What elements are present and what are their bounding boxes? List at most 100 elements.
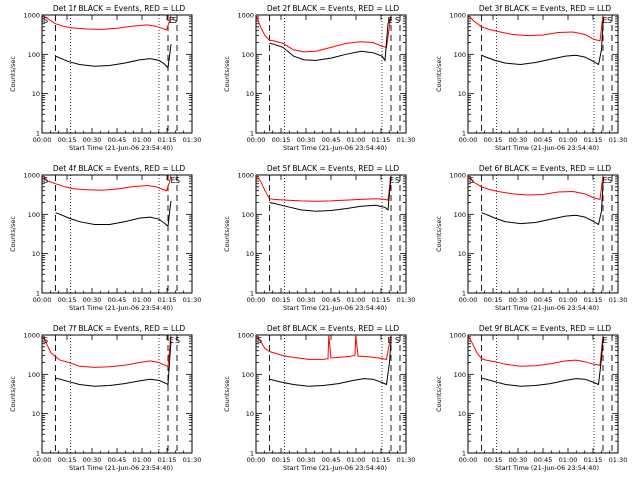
start-marker-label: S	[257, 336, 262, 345]
y-tick-label: 100	[28, 51, 40, 59]
y-tick-label: 1	[36, 290, 40, 298]
events-rate-line	[55, 341, 172, 387]
x-tick-label: 01:15	[158, 296, 177, 304]
end-marker-label: E	[389, 176, 394, 185]
x-tick-label: 00:30	[509, 456, 528, 464]
start-marker-label: S	[43, 176, 48, 185]
start-marker-label: S	[607, 16, 612, 25]
y-tick-label: 1000	[449, 332, 466, 340]
y-tick-label: 100	[454, 211, 466, 219]
x-axis-label: Start Time (21-Jun-06 23:54:40)	[495, 144, 599, 152]
panel-title: Det 8f BLACK = Events, RED = LLD	[267, 324, 400, 333]
plot-frame	[255, 14, 407, 134]
x-tick-label: 01:30	[609, 456, 628, 464]
end-marker-label: E	[388, 16, 393, 25]
start-marker-label: S	[43, 336, 48, 345]
x-tick-label: 01:00	[559, 136, 578, 144]
end-marker-label: E	[603, 176, 608, 185]
end-marker-label: E	[603, 336, 608, 345]
x-tick-label: 01:00	[133, 136, 152, 144]
y-tick-label: 1000	[237, 12, 254, 20]
y-axis-label: Counts/sec	[9, 216, 17, 252]
y-tick-label: 1	[462, 450, 466, 458]
end-marker-label: E	[171, 176, 176, 185]
y-tick-label: 1	[250, 290, 254, 298]
x-tick-label: 01:00	[347, 296, 366, 304]
events-rate-line	[481, 182, 604, 226]
x-axis-label: Start Time (21-Jun-06 23:54:40)	[283, 464, 387, 472]
plot-frame	[467, 14, 619, 134]
lld-rate-line	[256, 15, 392, 53]
y-tick-label: 1000	[23, 172, 40, 180]
x-tick-label: 00:00	[247, 136, 266, 144]
y-tick-label: 10	[246, 90, 254, 98]
events-rate-line	[481, 21, 604, 66]
x-tick-label: 00:00	[33, 456, 52, 464]
lld-rate-line	[42, 335, 172, 368]
start-marker-label: S	[43, 16, 48, 25]
plot-frame	[467, 174, 619, 294]
lld-rate-line	[42, 175, 172, 192]
y-tick-label: 1000	[237, 172, 254, 180]
y-tick-label: 1	[36, 130, 40, 138]
x-tick-label: 01:30	[609, 296, 628, 304]
panel-det-1: Det 1f BLACK = Events, RED = LLD 1 10 100 10…	[9, 4, 201, 152]
y-tick-label: 1	[250, 450, 254, 458]
x-tick-label: 00:15	[272, 296, 291, 304]
x-tick-label: 01:15	[584, 456, 603, 464]
events-rate-line	[481, 338, 604, 387]
start-marker-label: S	[395, 176, 400, 185]
lld-rate-line	[42, 15, 172, 31]
y-axis-label: Counts/sec	[435, 56, 443, 92]
x-tick-label: 00:30	[297, 456, 316, 464]
start-marker-label: S	[469, 176, 474, 185]
start-marker-label: S	[175, 176, 180, 185]
y-axis-label: Counts/sec	[435, 376, 443, 412]
lld-rate-line	[468, 335, 604, 367]
plot-frame	[41, 14, 193, 134]
x-tick-label: 00:00	[459, 136, 478, 144]
x-axis-label: Start Time (21-Jun-06 23:54:40)	[69, 144, 173, 152]
y-tick-label: 1000	[23, 332, 40, 340]
x-tick-label: 00:00	[247, 296, 266, 304]
panel-title: Det 1f BLACK = Events, RED = LLD	[53, 4, 186, 13]
panel-det-5: Det 5f BLACK = Events, RED = LLD 1 10 100 10…	[223, 164, 415, 312]
y-tick-label: 1	[36, 450, 40, 458]
x-tick-label: 01:30	[609, 136, 628, 144]
lld-rate-line	[468, 15, 604, 42]
x-tick-label: 01:00	[133, 296, 152, 304]
x-tick-label: 00:15	[484, 136, 503, 144]
events-rate-line	[269, 341, 392, 387]
y-tick-label: 100	[28, 211, 40, 219]
panel-det-8: Det 8f BLACK = Events, RED = LLD 1 10 100 10…	[223, 324, 415, 472]
x-tick-label: 00:15	[272, 456, 291, 464]
x-tick-label: 01:30	[183, 296, 202, 304]
x-tick-label: 01:00	[347, 136, 366, 144]
x-tick-label: 00:00	[33, 296, 52, 304]
x-tick-label: 00:45	[108, 456, 127, 464]
end-marker-label: E	[169, 336, 174, 345]
x-tick-label: 01:00	[347, 456, 366, 464]
x-axis-label: Start Time (21-Jun-06 23:54:40)	[283, 144, 387, 152]
x-tick-label: 00:30	[297, 296, 316, 304]
x-tick-label: 01:15	[158, 136, 177, 144]
x-tick-label: 01:15	[584, 296, 603, 304]
panel-det-7: Det 7f BLACK = Events, RED = LLD 1 10 100 10…	[9, 324, 201, 472]
start-marker-label: S	[395, 336, 400, 345]
y-tick-label: 1000	[449, 12, 466, 20]
x-tick-label: 00:15	[58, 456, 77, 464]
x-tick-label: 00:00	[459, 456, 478, 464]
x-tick-label: 00:45	[322, 136, 341, 144]
x-tick-label: 01:00	[559, 296, 578, 304]
y-axis-label: Counts/sec	[9, 376, 17, 412]
x-tick-label: 00:45	[322, 296, 341, 304]
events-rate-line	[55, 200, 172, 228]
y-tick-label: 100	[454, 371, 466, 379]
y-tick-label: 10	[458, 410, 466, 418]
plot-frame	[41, 174, 193, 294]
lld-rate-line	[256, 175, 392, 202]
x-tick-label: 01:30	[183, 136, 202, 144]
x-tick-label: 01:30	[397, 456, 416, 464]
y-tick-label: 10	[32, 410, 40, 418]
